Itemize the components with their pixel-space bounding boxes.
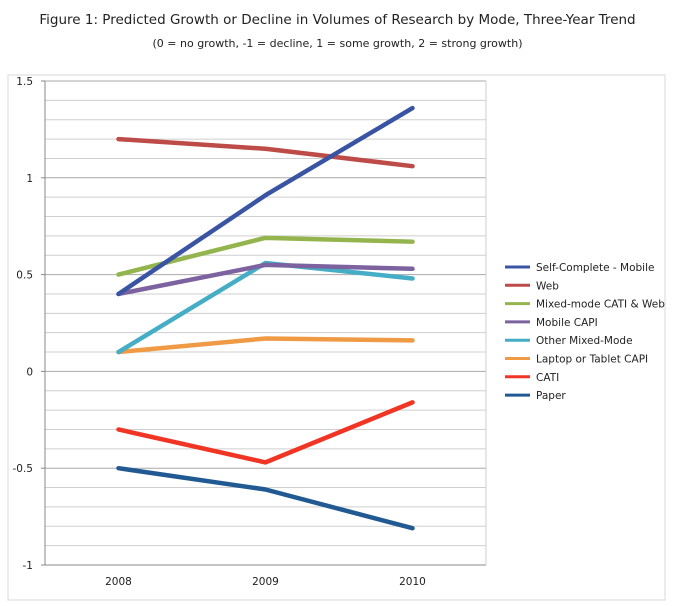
- x-tick-label: 2010: [399, 576, 426, 588]
- series-line-mobile-capi: [116, 262, 415, 297]
- series-line-self-complete-mobile: [116, 105, 415, 297]
- x-tick-label: 2009: [252, 576, 279, 588]
- series-line-laptop-or-tablet-capi: [116, 336, 415, 355]
- y-tick-label: 0.5: [16, 270, 33, 282]
- x-tick-label: 2008: [105, 576, 132, 588]
- y-tick-label: -0.5: [13, 463, 34, 475]
- legend-label: Other Mixed-Mode: [536, 335, 633, 347]
- chart-subtitle: (0 = no growth, -1 = decline, 1 = some g…: [152, 37, 523, 50]
- legend-label: Mobile CAPI: [536, 317, 598, 329]
- legend-label: Paper: [536, 390, 566, 402]
- y-tick-label: 0: [26, 366, 33, 378]
- series-line-cati: [116, 400, 415, 465]
- legend-label: Self-Complete - Mobile: [536, 262, 654, 274]
- series-line-paper: [116, 465, 415, 531]
- y-tick-label: 1: [26, 173, 33, 185]
- y-tick-label: 1.5: [16, 76, 33, 88]
- legend-label: CATI: [536, 372, 559, 384]
- y-tick-label: -1: [23, 560, 33, 572]
- chart-title: Figure 1: Predicted Growth or Decline in…: [39, 12, 636, 28]
- chart-frame: [7, 74, 666, 601]
- series-line-web: [116, 136, 415, 169]
- legend-label: Laptop or Tablet CAPI: [536, 354, 648, 366]
- legend-label: Web: [536, 280, 559, 292]
- legend-label: Mixed-mode CATI & Web: [536, 299, 665, 311]
